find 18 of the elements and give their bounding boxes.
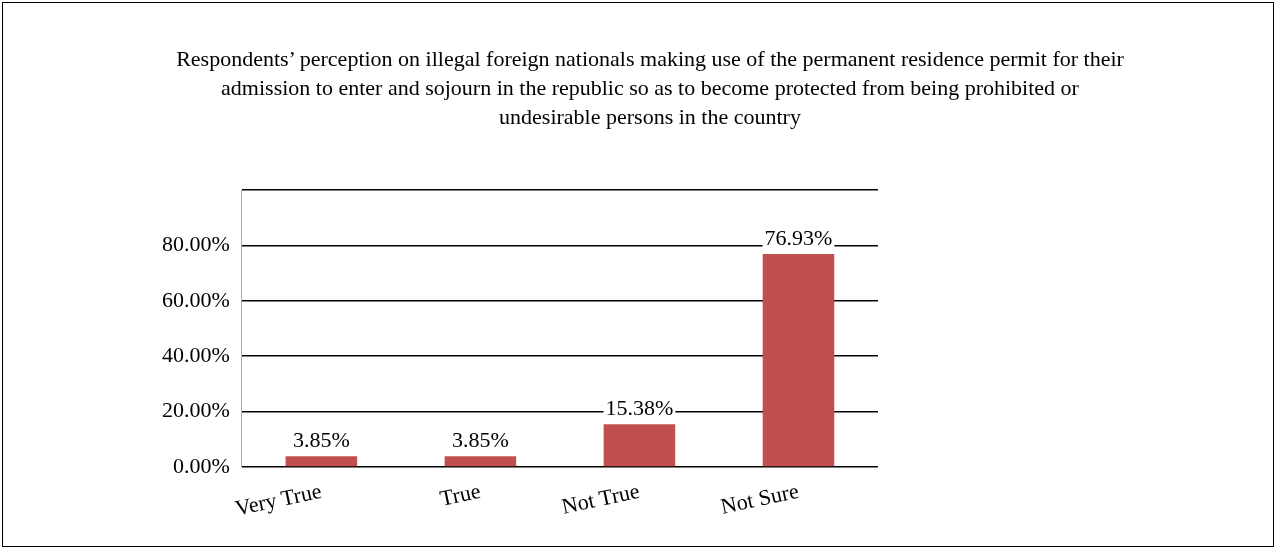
bar xyxy=(762,253,835,467)
bar xyxy=(285,456,358,467)
data-label: 15.38% xyxy=(605,395,674,421)
chart-title: Respondents’ perception on illegal foreign nationals making use of the permanent residence permit for their admission to enter and sojourn in the republic so as to become protected from being prohibited or undesirable persons in the country xyxy=(175,45,1125,131)
x-tick-label: Very True xyxy=(232,477,324,521)
x-tick-label: Not Sure xyxy=(718,477,801,519)
y-tick-label: 0.00% xyxy=(173,452,230,478)
x-tick-label: True xyxy=(437,477,483,511)
data-label: 76.93% xyxy=(764,224,833,250)
y-tick-label: 20.00% xyxy=(162,397,230,423)
y-tick-label: 80.00% xyxy=(162,231,230,257)
bar xyxy=(603,424,676,467)
x-tick-label: Not True xyxy=(559,477,642,519)
data-label: 3.85% xyxy=(292,427,350,453)
data-label: 3.85% xyxy=(451,427,509,453)
y-tick-label: 40.00% xyxy=(162,341,230,367)
y-tick-label: 60.00% xyxy=(162,286,230,312)
bar xyxy=(444,456,517,467)
